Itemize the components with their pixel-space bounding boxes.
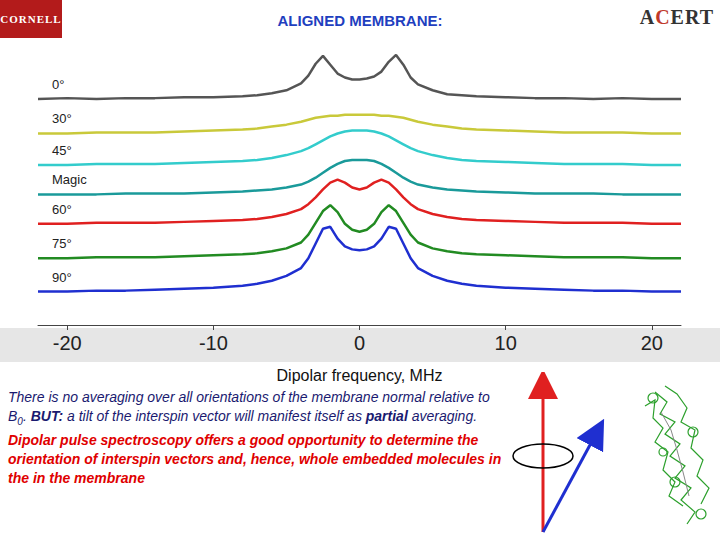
svg-text:-20: -20: [53, 332, 82, 354]
svg-text:20: 20: [641, 332, 663, 354]
svg-text:Dipolar frequency, MHz: Dipolar frequency, MHz: [277, 367, 443, 384]
svg-text:45°: 45°: [52, 143, 72, 158]
html-text:There is no averaging over all: There is no averaging over all orientati…: [8, 389, 490, 427]
svg-text:Magic: Magic: [52, 172, 87, 187]
html-text:Dipolar pulse spectroscopy off: Dipolar pulse spectroscopy offers a good…: [8, 432, 502, 486]
svg-text:0°: 0°: [52, 77, 64, 92]
svg-text:-10: -10: [199, 332, 228, 354]
svg-text:0: 0: [354, 332, 365, 354]
html-text:CORNELL: CORNELL: [0, 13, 62, 25]
svg-text:30°: 30°: [52, 111, 72, 126]
html-text:A C ERT: A C ERT: [639, 6, 714, 28]
svg-text:ALIGNED MEMBRANE:: ALIGNED MEMBRANE:: [278, 12, 443, 29]
svg-text:10: 10: [495, 332, 517, 354]
svg-text:75°: 75°: [52, 236, 72, 251]
svg-text:60°: 60°: [52, 202, 72, 217]
svg-text:90°: 90°: [52, 270, 72, 285]
